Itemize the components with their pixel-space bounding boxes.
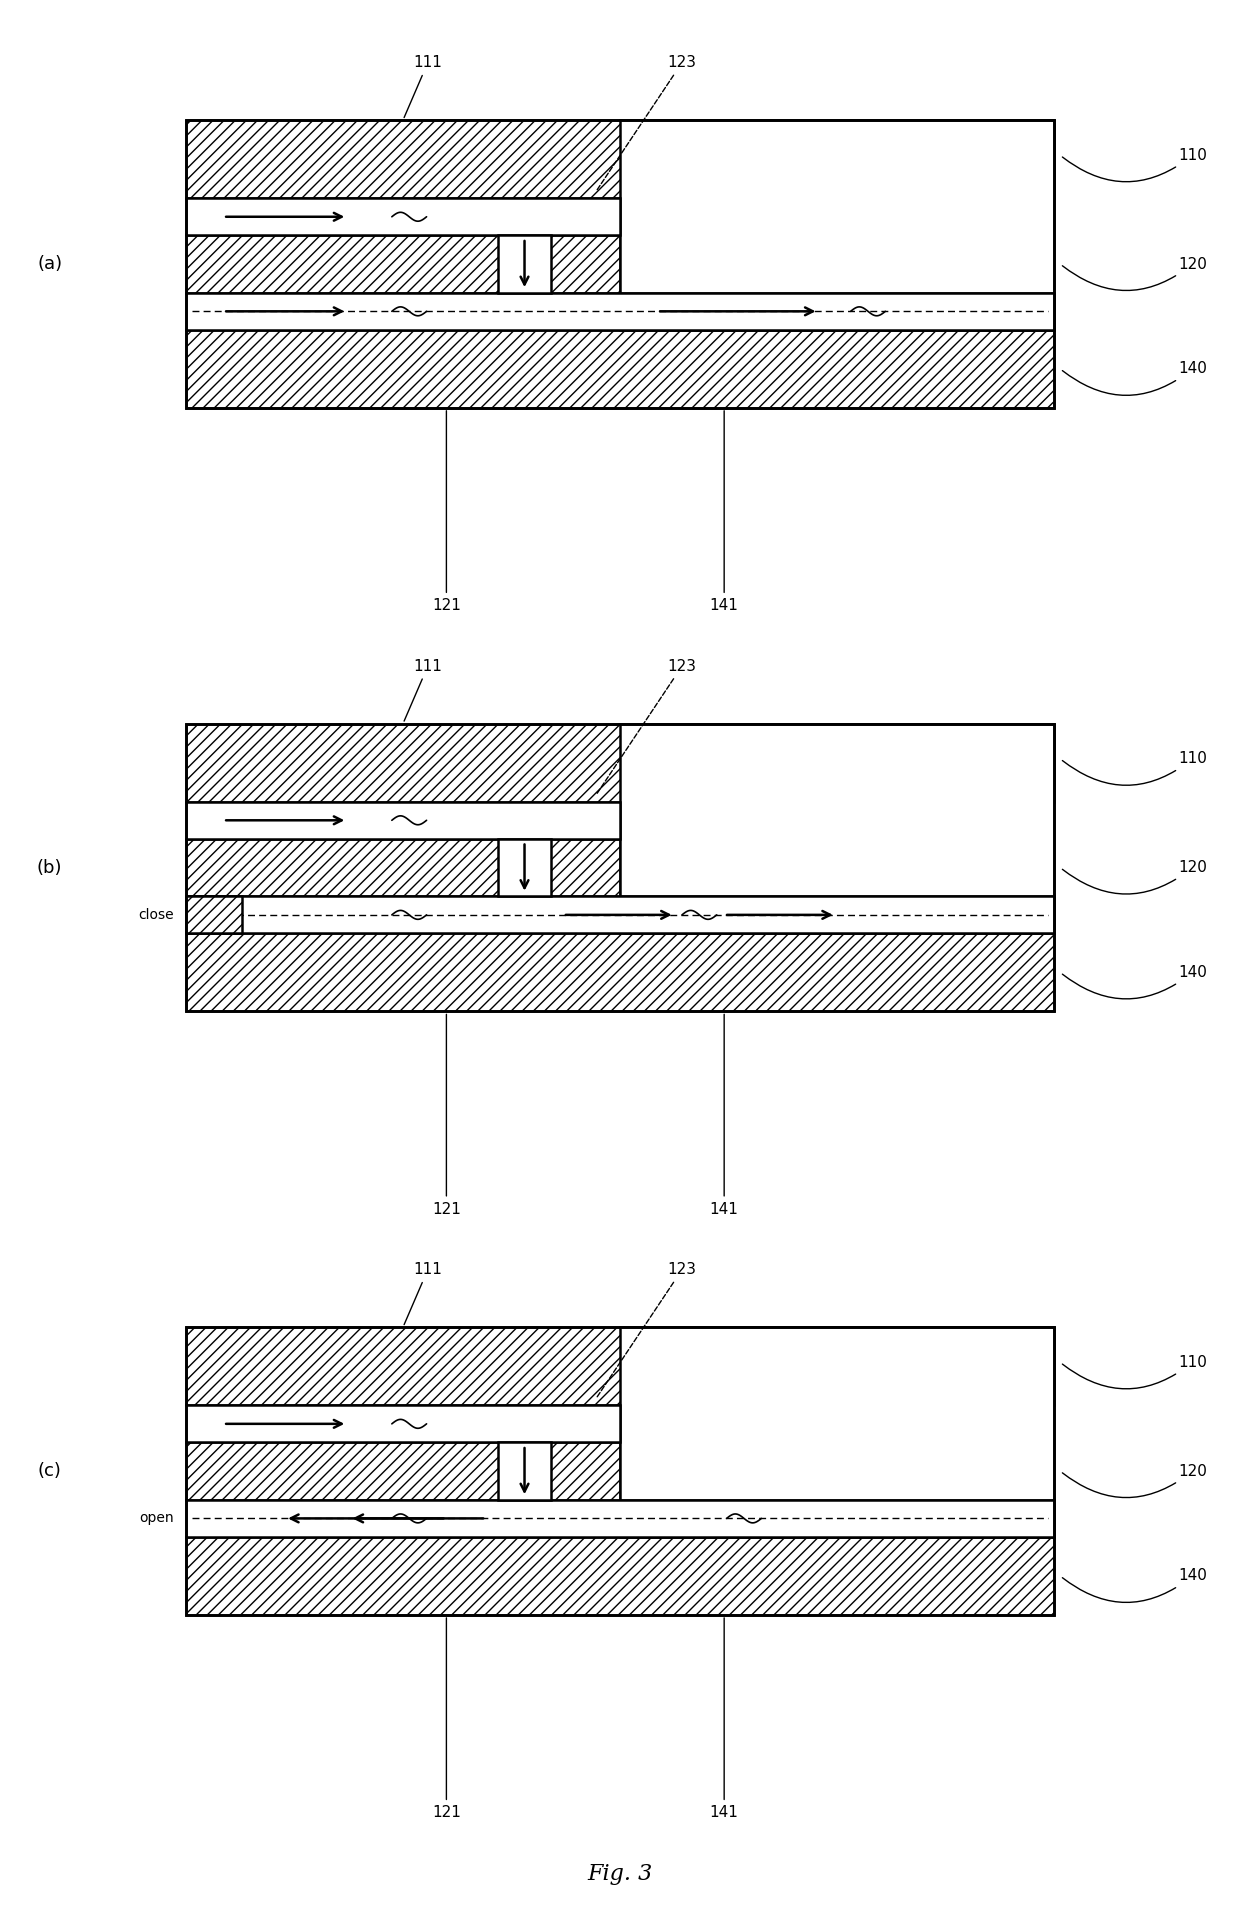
Bar bbox=[186, 1328, 1054, 1615]
Bar bbox=[186, 897, 1054, 933]
Bar bbox=[620, 897, 1054, 933]
Bar bbox=[186, 121, 1054, 197]
Bar bbox=[186, 839, 620, 897]
Text: 123: 123 bbox=[596, 1263, 697, 1397]
Text: 110: 110 bbox=[1063, 751, 1207, 786]
Text: Fig. 3: Fig. 3 bbox=[588, 1862, 652, 1885]
Text: (b): (b) bbox=[37, 858, 62, 878]
Bar bbox=[620, 724, 1054, 933]
Bar bbox=[620, 293, 1054, 330]
Text: 141: 141 bbox=[709, 1617, 739, 1820]
Bar bbox=[498, 839, 551, 897]
Text: 120: 120 bbox=[1063, 860, 1207, 895]
Text: 110: 110 bbox=[1063, 1355, 1207, 1389]
Text: 111: 111 bbox=[404, 1263, 443, 1324]
Bar bbox=[186, 293, 1054, 330]
Text: 121: 121 bbox=[432, 410, 461, 613]
Bar bbox=[186, 724, 1054, 801]
Bar bbox=[186, 724, 1054, 1012]
Bar bbox=[186, 236, 620, 293]
Bar bbox=[498, 1443, 551, 1500]
Bar bbox=[620, 121, 1054, 330]
Bar bbox=[186, 933, 1054, 1012]
Text: 111: 111 bbox=[404, 56, 443, 117]
Bar bbox=[186, 1404, 620, 1443]
Bar bbox=[186, 1443, 620, 1500]
Bar bbox=[186, 1328, 1054, 1404]
Text: (c): (c) bbox=[37, 1462, 62, 1481]
Bar bbox=[186, 1537, 1054, 1615]
Text: 120: 120 bbox=[1063, 1464, 1207, 1498]
Text: 123: 123 bbox=[596, 56, 697, 190]
Text: 140: 140 bbox=[1063, 1569, 1207, 1602]
Text: 111: 111 bbox=[404, 659, 443, 720]
Bar bbox=[186, 197, 620, 236]
Bar bbox=[186, 801, 620, 839]
Text: 123: 123 bbox=[596, 659, 697, 793]
Text: close: close bbox=[138, 908, 174, 922]
Bar bbox=[186, 1500, 1054, 1537]
Text: 141: 141 bbox=[709, 1014, 739, 1217]
Text: 110: 110 bbox=[1063, 148, 1207, 182]
Text: 120: 120 bbox=[1063, 257, 1207, 291]
Text: 121: 121 bbox=[432, 1014, 461, 1217]
Bar bbox=[186, 897, 242, 933]
Text: 121: 121 bbox=[432, 1617, 461, 1820]
Bar bbox=[498, 236, 551, 293]
Bar bbox=[186, 121, 1054, 408]
Text: (a): (a) bbox=[37, 255, 62, 274]
Bar bbox=[620, 1500, 1054, 1537]
Text: open: open bbox=[139, 1512, 174, 1525]
Text: 140: 140 bbox=[1063, 966, 1207, 998]
Bar bbox=[186, 330, 1054, 408]
Text: 140: 140 bbox=[1063, 362, 1207, 395]
Text: 141: 141 bbox=[709, 410, 739, 613]
Bar bbox=[620, 1328, 1054, 1537]
